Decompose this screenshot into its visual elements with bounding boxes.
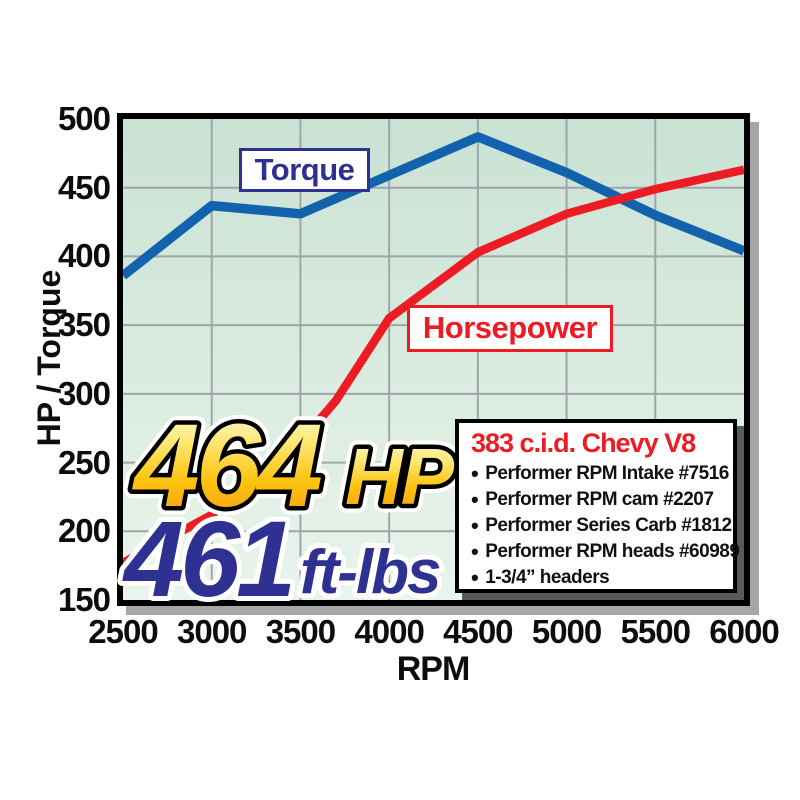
x-tick-label: 4500 [443,613,513,650]
spec-item-text: Performer RPM heads #60989 [485,541,740,562]
spec-item-text: 1-3/4” headers [485,567,610,588]
spec-item: • Performer Series Carb #1812 [471,513,732,539]
y-tick-label: 400 [57,237,111,275]
spec-item-text: Performer RPM Intake #7516 [485,463,729,484]
horsepower-curve-label-text: Horsepower [422,310,598,345]
x-tick-label: 6000 [709,613,779,650]
spec-item: • Performer RPM heads #60989 [471,539,740,565]
engine-spec-list: • Performer RPM Intake #7516 • Performer RP… [471,461,740,591]
engine-spec-title: 383 c.i.d. Chevy V8 [471,428,696,458]
spec-item-text: Performer RPM cam #2207 [485,489,714,510]
engine-spec-box: 383 c.i.d. Chevy V8 • Performer RPM Intak… [455,419,740,593]
bullet-icon: • [471,487,479,512]
torque-curve-label-text: Torque [254,152,355,187]
spec-item: • Performer RPM Intake #7516 [471,461,729,487]
x-tick-label: 5500 [620,613,691,650]
y-tick-label: 350 [57,306,111,344]
spec-item: • Performer RPM cam #2207 [471,487,723,513]
x-tick-label: 2500 [88,613,158,650]
x-tick-label: 4000 [354,613,424,650]
x-tick-label: 5000 [531,613,602,650]
horsepower-curve-label: Horsepower [407,305,613,352]
y-tick-label: 500 [57,100,111,137]
spec-item-text: Performer Series Carb #1812 [485,515,732,536]
x-tick-label: 3500 [265,613,336,650]
y-tick-label: 450 [57,168,111,206]
y-tick-label: 300 [57,374,111,412]
y-tick-label: 200 [57,512,111,550]
bullet-icon: • [471,539,479,564]
curve-torque [123,132,744,280]
curve-horsepower [123,165,744,567]
spec-item: • 1-3/4” headers [471,565,723,591]
bullet-icon: • [471,513,479,538]
bullet-icon: • [471,565,479,590]
x-axis-title: RPM [396,650,471,688]
y-axis-title: HP / Torque [31,269,67,447]
y-tick-label: 150 [57,581,111,618]
bullet-icon: • [471,461,479,486]
torque-curve-label: Torque [239,148,370,192]
x-tick-label: 3000 [176,613,247,650]
y-tick-label: 250 [57,443,111,481]
